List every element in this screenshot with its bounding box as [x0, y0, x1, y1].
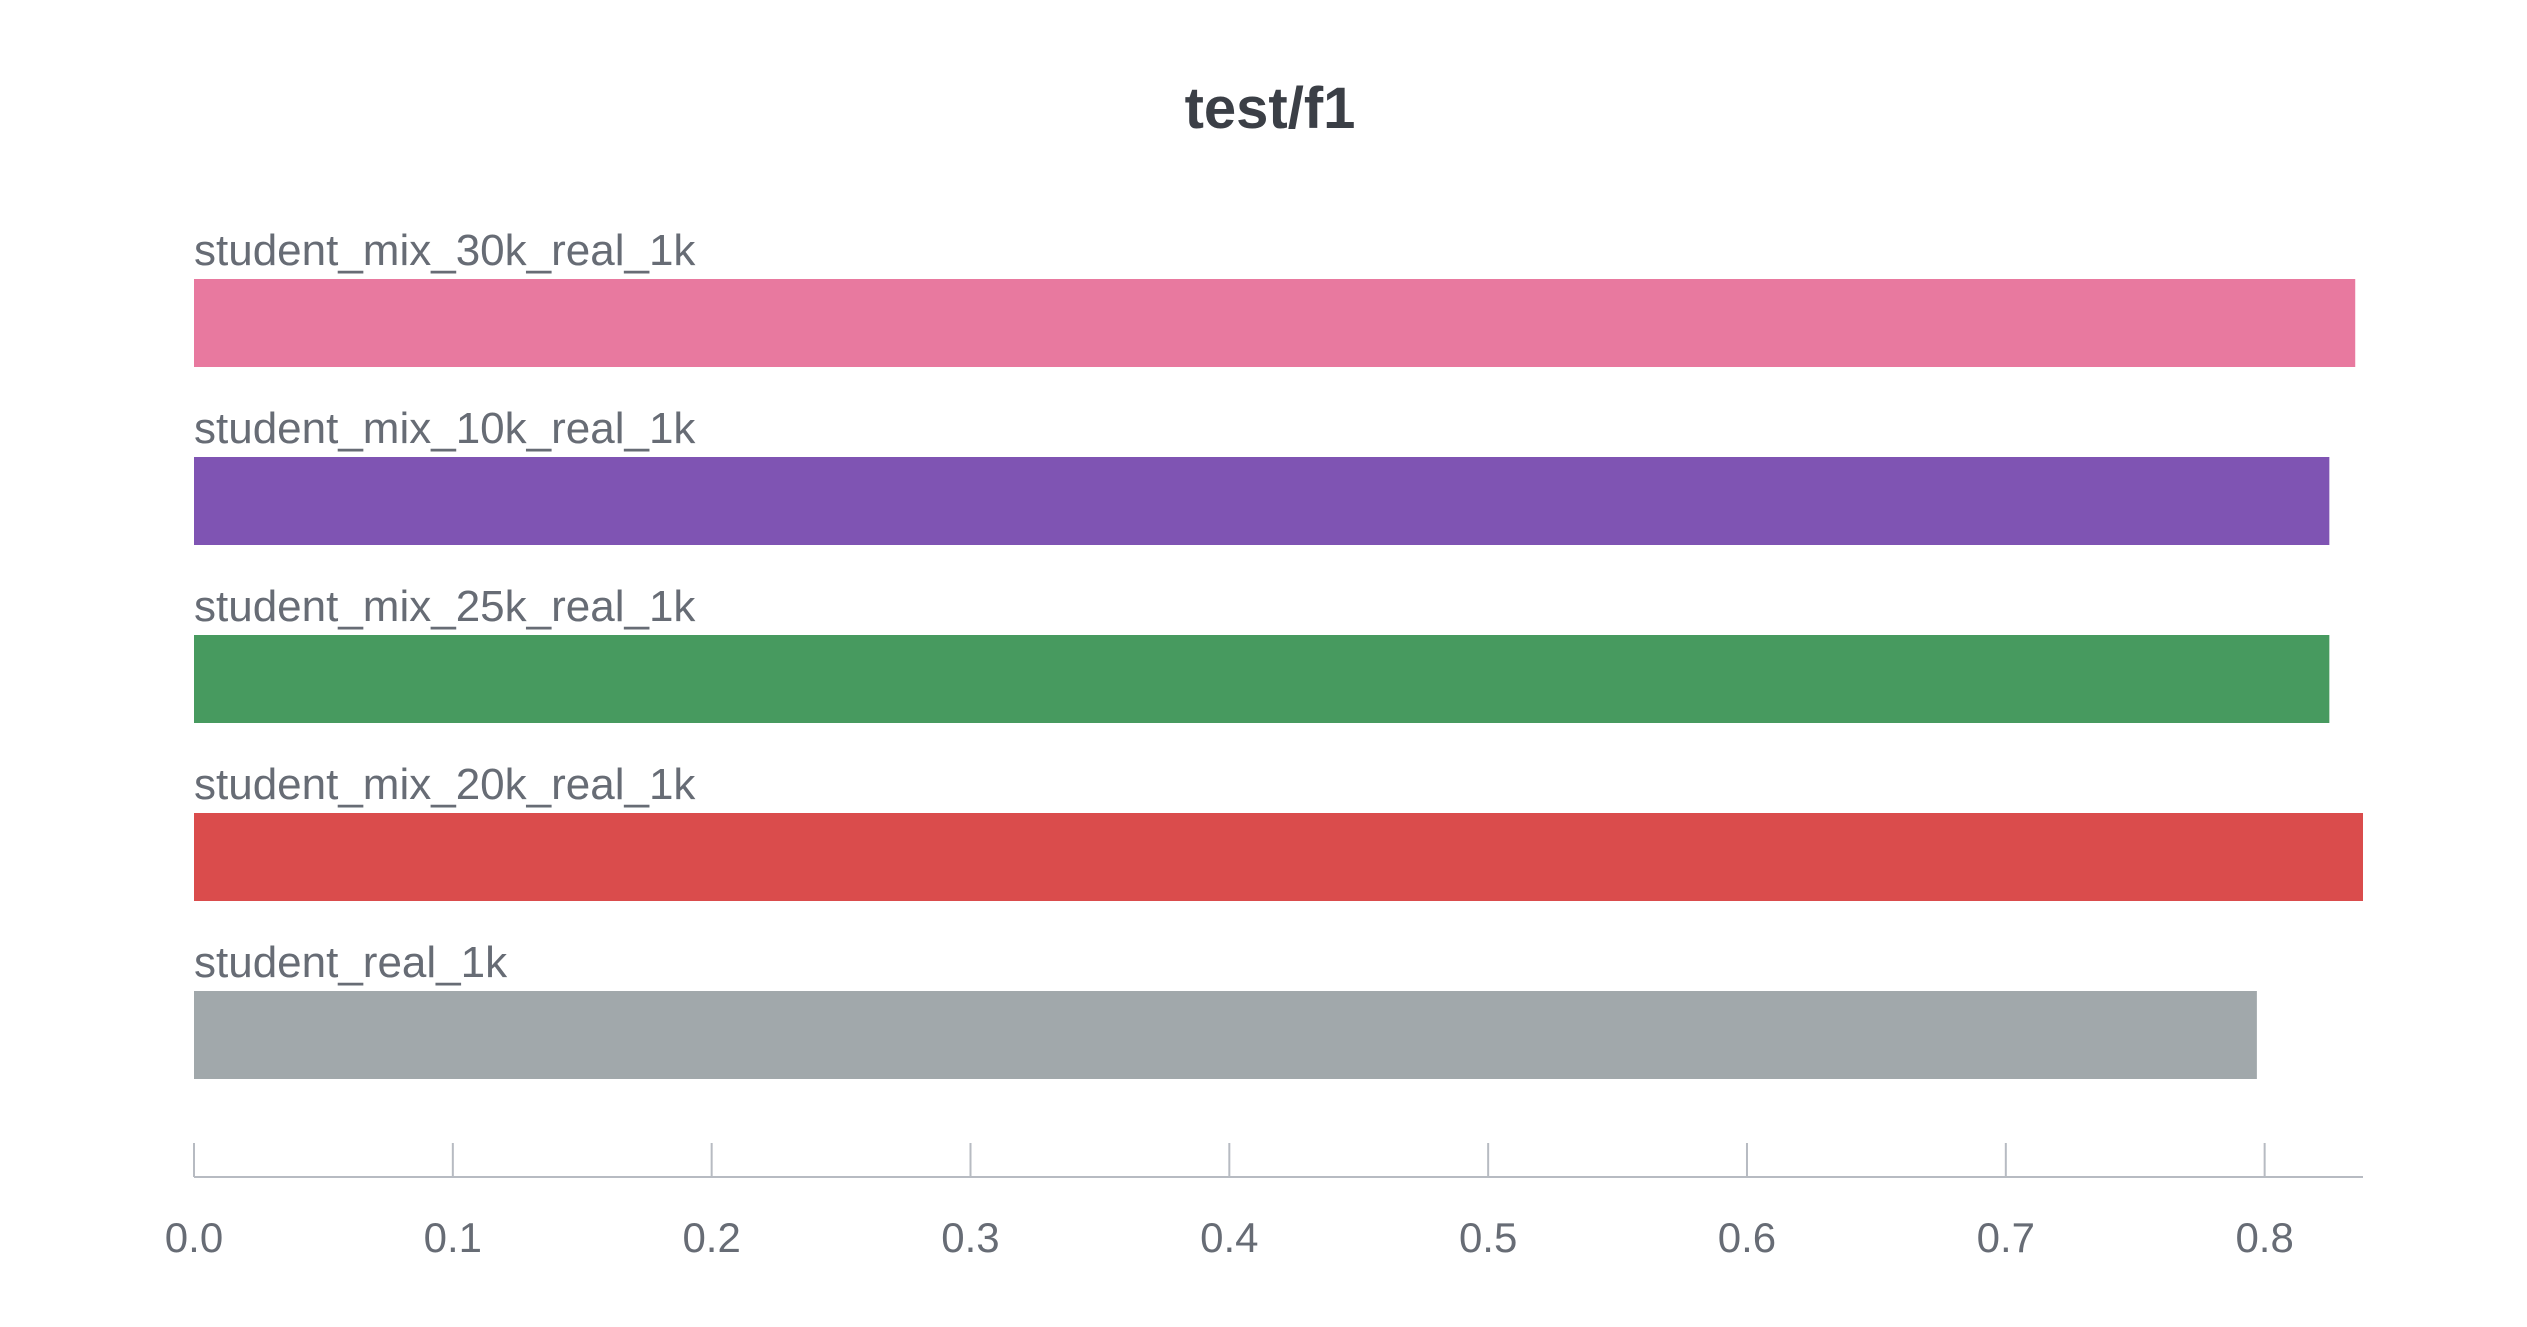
- bar[interactable]: [194, 457, 2330, 545]
- bar[interactable]: [194, 279, 2356, 367]
- x-tick-label: 0.3: [941, 1214, 999, 1261]
- x-tick-label: 0.8: [2235, 1214, 2293, 1261]
- x-axis: 0.0 0.1 0.2 0.3 0.4 0.5 0.6 0.7 0.8: [165, 1143, 2363, 1261]
- x-tick-label: 0.0: [165, 1214, 223, 1261]
- chart-title: test/f1: [1185, 76, 1356, 141]
- x-tick-label: 0.1: [424, 1214, 482, 1261]
- x-tick-label: 0.2: [682, 1214, 740, 1261]
- bar[interactable]: [194, 813, 2363, 901]
- x-tick-label: 0.7: [1977, 1214, 2035, 1261]
- x-tick-label: 0.5: [1459, 1214, 1517, 1261]
- bar-label: student_mix_30k_real_1k: [194, 226, 696, 275]
- bar-label: student_real_1k: [194, 938, 508, 987]
- x-tick-label: 0.6: [1718, 1214, 1776, 1261]
- x-tick-label: 0.4: [1200, 1214, 1258, 1261]
- bar-label: student_mix_20k_real_1k: [194, 760, 696, 809]
- bar[interactable]: [194, 635, 2330, 723]
- bars-layer: student_mix_30k_real_1k student_mix_10k_r…: [194, 226, 2363, 1079]
- bar-label: student_mix_25k_real_1k: [194, 582, 696, 631]
- bar[interactable]: [194, 991, 2257, 1079]
- bar-label: student_mix_10k_real_1k: [194, 404, 696, 453]
